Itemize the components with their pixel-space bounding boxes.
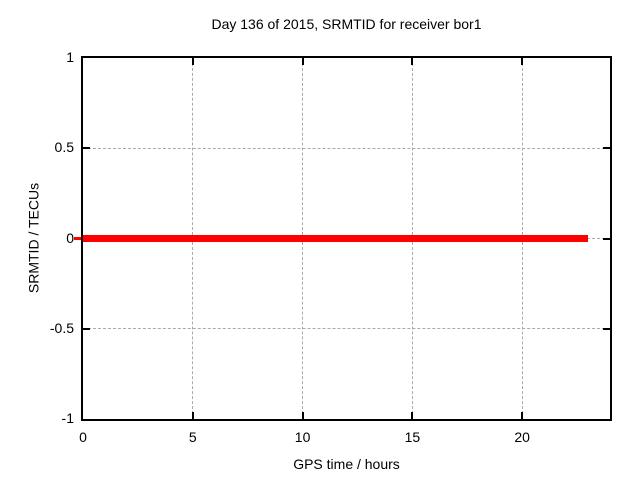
x-tick-mark bbox=[521, 58, 524, 65]
x-tick-mark bbox=[411, 412, 414, 419]
y-tick-mark bbox=[83, 327, 90, 330]
y-tick-mark bbox=[603, 237, 610, 240]
y-tick-mark bbox=[603, 147, 610, 150]
x-tick-mark bbox=[521, 412, 524, 419]
x-tick-label: 20 bbox=[514, 429, 530, 445]
x-tick-mark bbox=[411, 58, 414, 65]
data-line-cap bbox=[74, 237, 83, 240]
x-tick-mark bbox=[191, 412, 194, 419]
y-tick-mark bbox=[603, 327, 610, 330]
x-axis-label: GPS time / hours bbox=[293, 456, 400, 472]
chart-title: Day 136 of 2015, SRMTID for receiver bor… bbox=[211, 16, 482, 32]
x-tick-label: 15 bbox=[404, 429, 421, 445]
plot-area bbox=[81, 56, 612, 421]
x-tick-label: 0 bbox=[79, 429, 87, 445]
x-tick-label: 5 bbox=[188, 429, 197, 445]
y-tick-label: 0.5 bbox=[54, 139, 74, 156]
h-gridline bbox=[83, 147, 610, 149]
x-tick-mark bbox=[191, 58, 194, 65]
y-tick-mark bbox=[83, 147, 90, 150]
h-gridline bbox=[83, 328, 610, 330]
y-tick-label: 1 bbox=[66, 49, 74, 65]
y-tick-label: 0 bbox=[66, 229, 74, 246]
x-tick-label: 10 bbox=[294, 429, 311, 445]
y-tick-label: -1 bbox=[61, 410, 74, 426]
data-line-srmtid bbox=[83, 235, 589, 242]
x-tick-mark bbox=[301, 58, 304, 65]
x-tick-mark bbox=[301, 412, 304, 419]
y-tick-label: -0.5 bbox=[49, 319, 74, 336]
